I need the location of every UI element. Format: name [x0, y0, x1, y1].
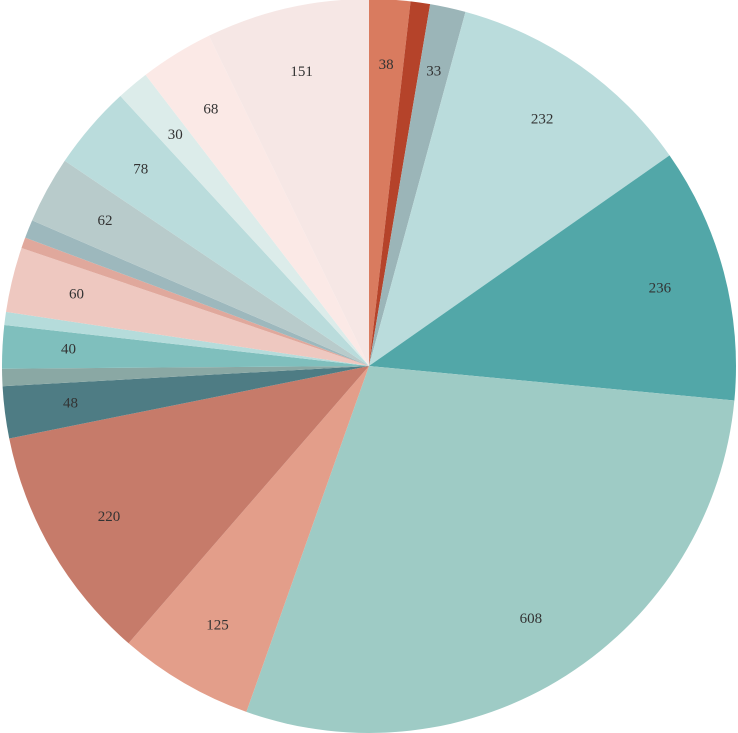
slice-label: 62	[97, 213, 112, 229]
pie-slice	[120, 74, 369, 366]
pie-slice	[369, 1, 431, 367]
pie-slice	[2, 366, 369, 387]
slice-label: 38	[379, 57, 394, 73]
pie-slice	[208, 0, 369, 366]
slice-label: 220	[98, 509, 121, 525]
slice-label: 48	[63, 396, 78, 412]
pie-slice	[9, 366, 370, 644]
pie-slice	[21, 237, 370, 366]
slice-label: 232	[531, 111, 554, 127]
slice-label: 236	[649, 280, 672, 296]
slice-label: 78	[133, 161, 148, 177]
pie-slice	[128, 366, 369, 712]
slice-label: 40	[61, 342, 76, 358]
pie-slice	[64, 96, 369, 367]
pie-slice	[4, 311, 370, 366]
pie-slice	[145, 35, 369, 367]
pie-slice	[369, 155, 736, 401]
pie-slice	[369, 0, 411, 366]
slice-label: 30	[168, 127, 183, 143]
pie-slice	[369, 11, 670, 366]
slice-label: 60	[69, 287, 84, 303]
pie-slice	[32, 160, 369, 366]
pie-slice	[2, 324, 370, 369]
pie-slice	[6, 248, 369, 366]
slice-label: 125	[206, 617, 229, 633]
pie-slice	[25, 220, 370, 366]
slice-label: 33	[426, 64, 441, 80]
pie-slice	[246, 366, 735, 733]
slice-label: 608	[520, 611, 543, 627]
pie-slice	[369, 4, 466, 367]
slice-label: 68	[203, 101, 218, 117]
slice-label: 151	[290, 64, 313, 80]
pie-slice	[2, 366, 369, 439]
